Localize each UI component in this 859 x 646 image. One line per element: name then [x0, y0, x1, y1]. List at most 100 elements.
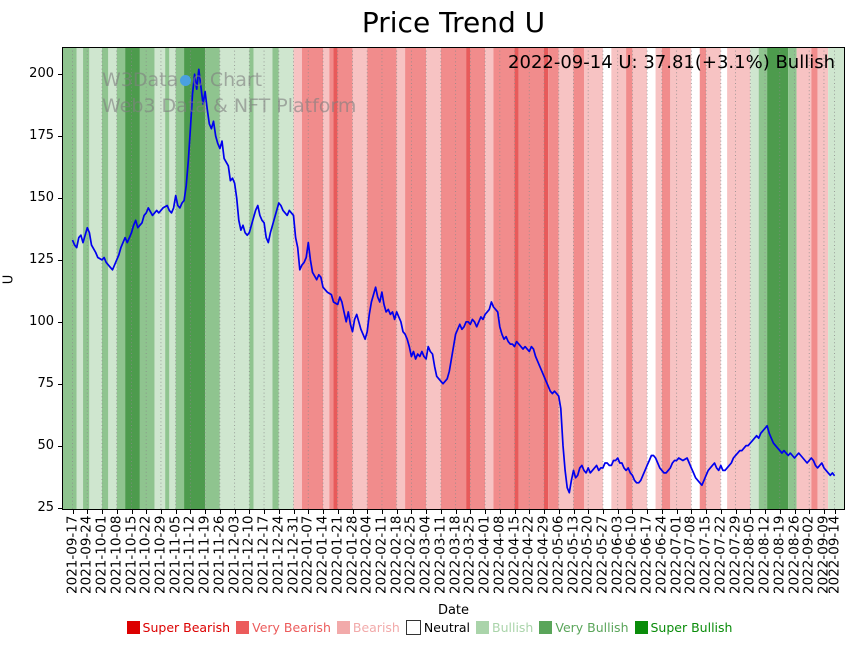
x-tick-mark: [735, 510, 737, 514]
x-tick-mark: [116, 510, 118, 514]
latest-value-annotation: 2022-09-14 U: 37.81(+3.1%) Bullish: [508, 52, 835, 73]
legend-label: Very Bullish: [555, 620, 629, 635]
legend-swatch-icon: [405, 620, 421, 635]
x-tick-label: 2021-10-01: [93, 515, 110, 594]
sentiment-band: [767, 47, 789, 510]
x-tick-label: 2021-10-22: [137, 515, 154, 594]
y-tick-label: 125: [29, 251, 54, 267]
x-tick-mark: [323, 510, 324, 514]
sentiment-band: [89, 47, 102, 510]
x-tick-mark: [529, 510, 531, 514]
sentiment-band: [154, 47, 166, 510]
sentiment-band: [169, 47, 176, 510]
sentiment-band: [219, 47, 250, 510]
x-tick-label: 2022-05-27: [594, 515, 611, 594]
plot-area: W3Data o Chart Web3 Data & NFT Platform 2…: [62, 47, 845, 510]
x-tick-mark: [602, 510, 604, 514]
x-tick-mark: [794, 510, 796, 514]
x-tick-mark: [396, 510, 398, 514]
y-axis-label: U: [1, 274, 17, 285]
y-tick-label: 25: [37, 499, 54, 515]
x-tick-label: 2022-04-08: [491, 515, 508, 594]
sentiment-band: [76, 47, 84, 510]
sentiment-band: [706, 47, 721, 510]
legend-swatch-icon: [634, 621, 648, 634]
sentiment-band: [466, 47, 471, 510]
legend-swatch-icon: [336, 621, 350, 634]
x-tick-mark: [308, 510, 310, 514]
sentiment-band: [548, 47, 559, 510]
legend-item: Very Bearish: [236, 620, 331, 635]
sentiment-band: [485, 47, 494, 510]
y-tick-label: 150: [29, 190, 54, 206]
y-tick-label: 100: [29, 313, 54, 329]
x-tick-mark: [455, 510, 457, 514]
x-tick-mark: [720, 510, 722, 514]
legend-swatch-icon: [236, 621, 250, 634]
x-tick-mark: [72, 510, 74, 514]
sentiment-band: [493, 47, 515, 510]
y-tick-mark: [58, 383, 62, 385]
x-tick-label: 2022-09-14: [826, 515, 842, 594]
x-tick-mark: [131, 510, 133, 514]
legend-item: Super Bearish: [126, 620, 230, 635]
y-tick-mark: [58, 507, 62, 509]
y-tick-mark: [58, 445, 62, 447]
x-tick-label: 2022-02-11: [373, 515, 390, 594]
x-tick-mark: [293, 510, 295, 514]
sentiment-band: [278, 47, 294, 510]
x-tick-mark: [278, 510, 280, 514]
sentiment-band: [470, 47, 486, 510]
x-tick-label: 2022-04-01: [476, 515, 493, 594]
legend-swatch-icon: [476, 621, 489, 634]
x-tick-mark: [160, 510, 162, 514]
sentiment-band: [720, 47, 728, 510]
x-tick-mark: [514, 510, 516, 514]
legend-label: Bullish: [492, 620, 534, 635]
sentiment-band: [817, 47, 829, 510]
x-tick-label: 2021-11-26: [211, 515, 228, 594]
legend-item: Bullish: [476, 620, 533, 635]
x-tick-label: 2022-02-04: [358, 515, 375, 594]
y-tick-label: 75: [37, 375, 54, 391]
x-tick-mark: [411, 510, 413, 514]
sentiment-band: [175, 47, 185, 510]
x-tick-label: 2022-05-06: [550, 515, 567, 594]
y-tick-label: 50: [37, 437, 54, 453]
sentiment-band: [670, 47, 692, 510]
sentiment-band: [788, 47, 797, 510]
x-tick-mark: [352, 510, 354, 514]
sentiment-band: [584, 47, 603, 510]
sentiment-band: [655, 47, 662, 510]
sentiment-band: [750, 47, 759, 510]
sentiment-band: [329, 47, 334, 510]
x-tick-mark: [337, 510, 339, 514]
x-tick-label: 2022-08-19: [771, 515, 788, 594]
x-tick-label: 2022-05-20: [579, 515, 596, 594]
sentiment-band: [367, 47, 397, 510]
sentiment-band: [426, 47, 441, 510]
chart-title: Price Trend U: [361, 6, 546, 39]
legend-label: Bearish: [352, 620, 400, 635]
sentiment-band: [62, 47, 77, 510]
x-tick-mark: [765, 510, 766, 514]
x-tick-label: 2022-01-21: [329, 515, 346, 594]
x-tick-mark: [676, 510, 678, 514]
x-tick-label: 2022-07-22: [712, 515, 729, 594]
sentiment-band: [611, 47, 627, 510]
x-tick-label: 2021-10-29: [152, 515, 169, 594]
x-tick-mark: [485, 510, 487, 514]
x-tick-mark: [617, 510, 619, 514]
sentiment-band: [301, 47, 323, 510]
sentiment-band: [647, 47, 656, 510]
x-tick-mark: [691, 510, 693, 514]
sentiment-band: [101, 47, 109, 510]
sentiment-band: [405, 47, 427, 510]
plot-border: [62, 47, 845, 510]
x-tick-mark: [544, 510, 545, 514]
x-tick-mark: [647, 510, 649, 514]
sentiment-band: [116, 47, 126, 510]
x-tick-label: 2022-06-17: [638, 515, 655, 594]
x-tick-label: 2022-08-12: [756, 515, 773, 594]
y-tick-mark: [58, 259, 62, 261]
